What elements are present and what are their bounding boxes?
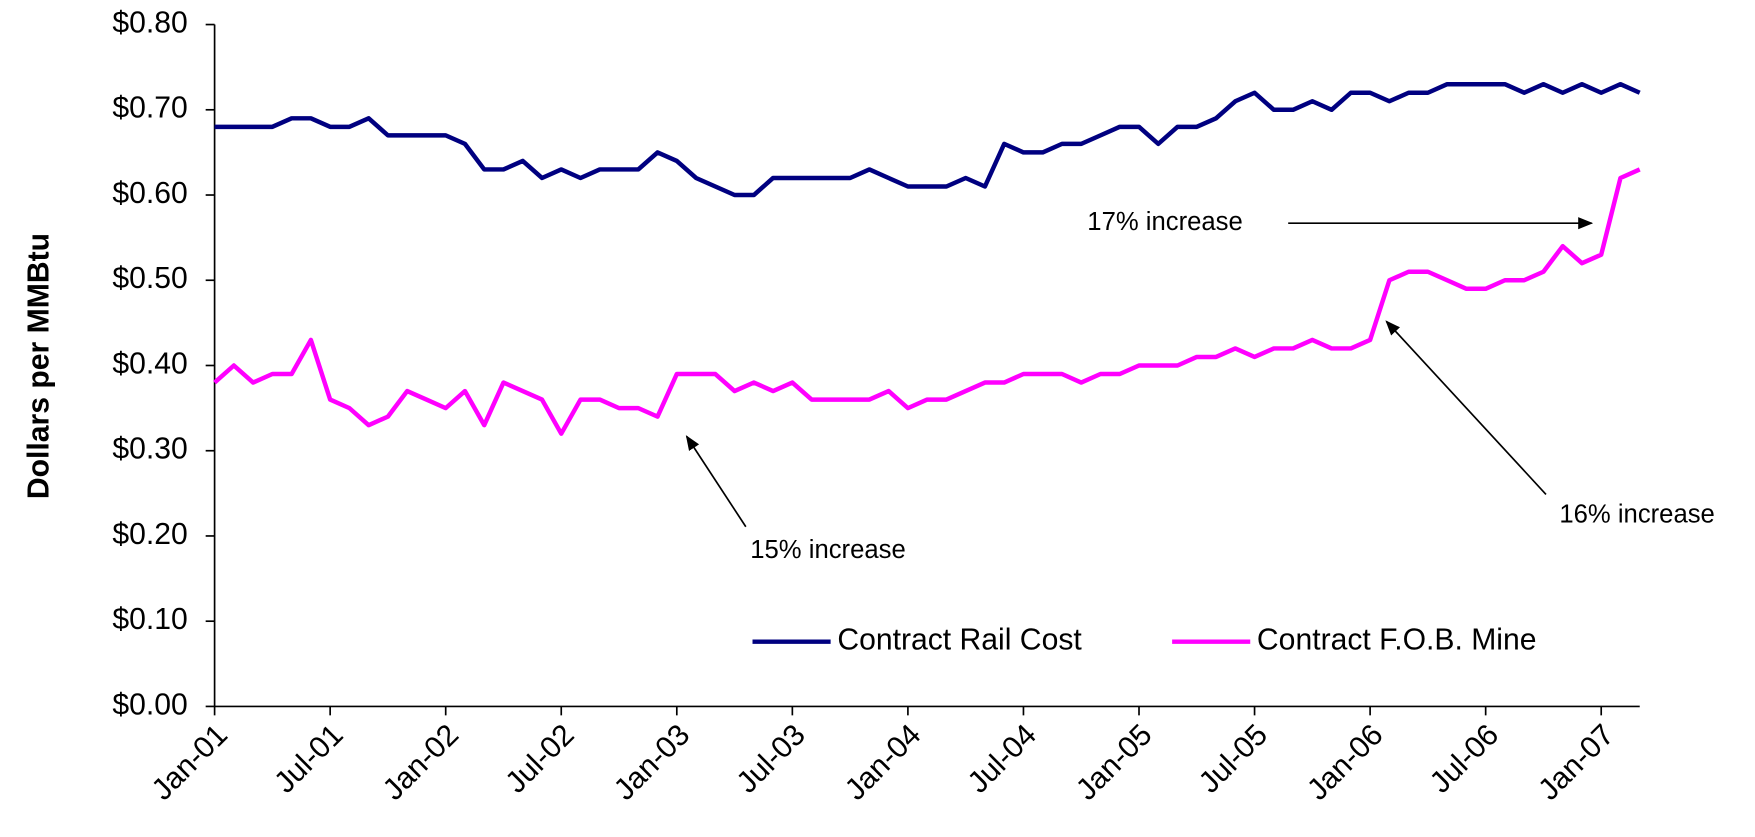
legend-label: Contract F.O.B. Mine <box>1257 624 1537 657</box>
y-tick-label: $0.20 <box>112 518 187 551</box>
x-tick-label: Jan-01 <box>146 718 234 806</box>
y-axis-label: Dollars per MMBtu <box>22 233 55 499</box>
legend-label: Contract Rail Cost <box>837 624 1082 657</box>
y-tick-label: $0.70 <box>112 92 187 125</box>
y-tick-label: $0.60 <box>112 177 187 210</box>
x-tick-label: Jul-05 <box>1193 718 1274 799</box>
x-tick-label: Jul-01 <box>268 718 349 799</box>
x-tick-label: Jul-03 <box>730 718 811 799</box>
line-series <box>213 167 1641 436</box>
line-series <box>214 81 1641 198</box>
x-tick-label: Jul-04 <box>962 718 1043 799</box>
y-tick-label: $0.40 <box>112 347 187 380</box>
x-tick-label: Jul-06 <box>1424 718 1505 799</box>
y-tick-label: $0.30 <box>112 433 187 466</box>
annotation: 17% increase <box>1087 208 1242 236</box>
annotation: 16% increase <box>1559 500 1714 528</box>
annotation-arrow <box>685 435 747 528</box>
y-tick-label: $0.10 <box>112 603 187 636</box>
annotation: 15% increase <box>750 536 905 564</box>
y-tick-label: $0.50 <box>112 262 187 295</box>
annotation-arrow <box>1385 320 1547 495</box>
x-tick-label: Jan-03 <box>608 718 696 806</box>
x-tick-label: Jul-02 <box>499 718 580 799</box>
y-tick-label: $0.00 <box>112 688 187 721</box>
x-tick-label: Jan-05 <box>1070 718 1158 806</box>
x-tick-label: Jan-02 <box>377 718 465 806</box>
y-tick-label: $0.80 <box>112 7 187 40</box>
x-tick-label: Jan-04 <box>839 718 927 806</box>
x-tick-label: Jan-07 <box>1532 718 1620 806</box>
x-tick-label: Jan-06 <box>1301 718 1389 806</box>
